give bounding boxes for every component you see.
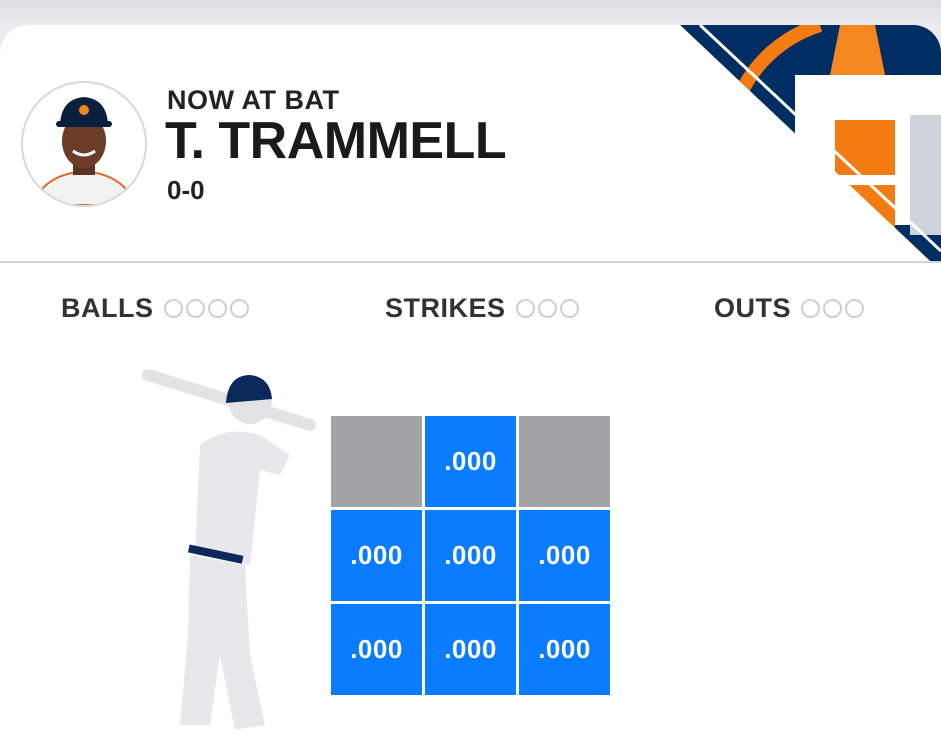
strikes-indicator: [515, 299, 579, 318]
balls-label: BALLS: [61, 293, 154, 323]
out-dot: [845, 299, 865, 318]
ball-dot: [229, 299, 249, 318]
strike-zone-cell[interactable]: .000: [425, 604, 516, 695]
strike-zone-cell[interactable]: .000: [519, 510, 610, 601]
strike-zone-cell[interactable]: .000: [425, 416, 516, 507]
batter-header: NOW AT BAT T. TRAMMELL 0-0: [0, 25, 941, 263]
outs-indicator: [801, 299, 865, 318]
balls-count: BALLS: [61, 293, 249, 324]
strike-zone-cell[interactable]: [519, 416, 610, 507]
strike-zone-cell[interactable]: .000: [425, 510, 516, 601]
ball-dot: [207, 299, 227, 318]
now-at-bat-label: NOW AT BAT: [167, 85, 340, 115]
batter-silhouette-icon: [142, 369, 316, 730]
strike-zone-cell[interactable]: [331, 416, 422, 507]
strike-dot: [537, 299, 557, 318]
now-at-bat-card: NOW AT BAT T. TRAMMELL 0-0 BALLS STRIKES…: [0, 25, 941, 750]
out-dot: [801, 299, 821, 318]
player-record: 0-0: [167, 175, 205, 205]
out-dot: [823, 299, 843, 318]
balls-indicator: [163, 299, 249, 318]
ball-dot: [185, 299, 205, 318]
strike-zone-grid: .000.000.000.000.000.000.000: [331, 416, 610, 695]
strike-zone-cell[interactable]: .000: [519, 604, 610, 695]
strike-zone-cell[interactable]: .000: [331, 604, 422, 695]
player-avatar[interactable]: [21, 81, 147, 207]
outs-label: OUTS: [714, 293, 792, 323]
team-logo-icon: [680, 25, 941, 261]
strike-dot: [515, 299, 535, 318]
outs-count: OUTS: [714, 293, 865, 324]
strike-dot: [559, 299, 579, 318]
player-name[interactable]: T. TRAMMELL: [165, 112, 507, 170]
strikes-label: STRIKES: [385, 293, 506, 323]
strikes-count: STRIKES: [385, 293, 579, 324]
ball-dot: [163, 299, 183, 318]
strike-zone-cell[interactable]: .000: [331, 510, 422, 601]
